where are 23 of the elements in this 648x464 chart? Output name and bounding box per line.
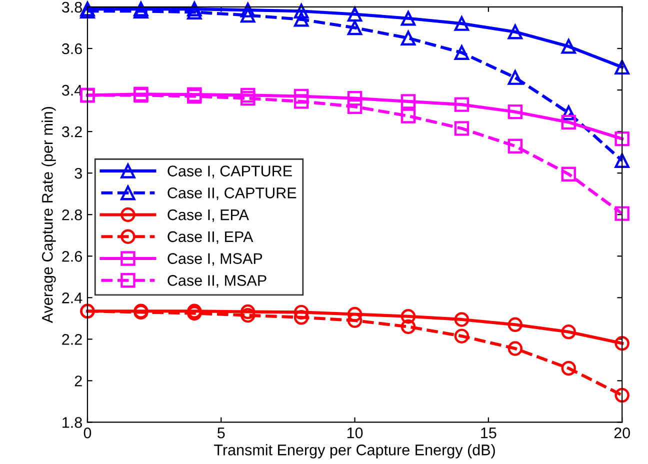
x-tick-label: 15 xyxy=(481,428,496,438)
y-axis-title: Average Capture Rate (per min) xyxy=(42,106,56,324)
legend-label: Case II, MSAP xyxy=(168,275,266,288)
legend-label: Case I, CAPTURE xyxy=(168,166,292,178)
x-tick-label: 10 xyxy=(347,428,363,438)
legend-label: Case II, CAPTURE xyxy=(168,188,296,200)
legend-label: Case I, MSAP xyxy=(168,253,262,266)
x-tick-label: 20 xyxy=(614,428,630,438)
y-tick-label: 3.2 xyxy=(62,126,82,138)
legend-label: Case I, EPA xyxy=(168,209,249,222)
y-tick-label: 3.6 xyxy=(62,43,82,54)
y-tick-label: 3 xyxy=(74,168,82,179)
y-tick-label: 2.2 xyxy=(62,334,82,345)
y-tick-label: 2.6 xyxy=(62,250,82,262)
y-tick-label: 2 xyxy=(74,376,82,386)
x-axis-title: Transmit Energy per Capture Energy (dB) xyxy=(214,444,495,458)
legend-label: Case II, EPA xyxy=(168,231,254,244)
x-tick-label: 5 xyxy=(217,428,225,438)
y-tick-label: 1.8 xyxy=(62,417,82,428)
x-tick-label: 0 xyxy=(84,428,92,438)
y-tick-label: 2.8 xyxy=(62,209,82,220)
y-tick-label: 3.8 xyxy=(62,2,82,13)
y-tick-label: 2.4 xyxy=(62,292,82,304)
